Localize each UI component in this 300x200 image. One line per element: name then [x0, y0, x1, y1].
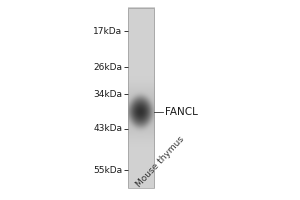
Text: 17kDa: 17kDa	[93, 27, 122, 36]
Text: FANCL: FANCL	[165, 107, 198, 117]
Text: 26kDa: 26kDa	[93, 63, 122, 72]
Text: 43kDa: 43kDa	[93, 124, 122, 133]
Bar	[128, 8, 154, 188]
Text: 55kDa: 55kDa	[93, 166, 122, 175]
Text: 34kDa: 34kDa	[93, 90, 122, 99]
Text: Mouse thymus: Mouse thymus	[135, 135, 186, 189]
